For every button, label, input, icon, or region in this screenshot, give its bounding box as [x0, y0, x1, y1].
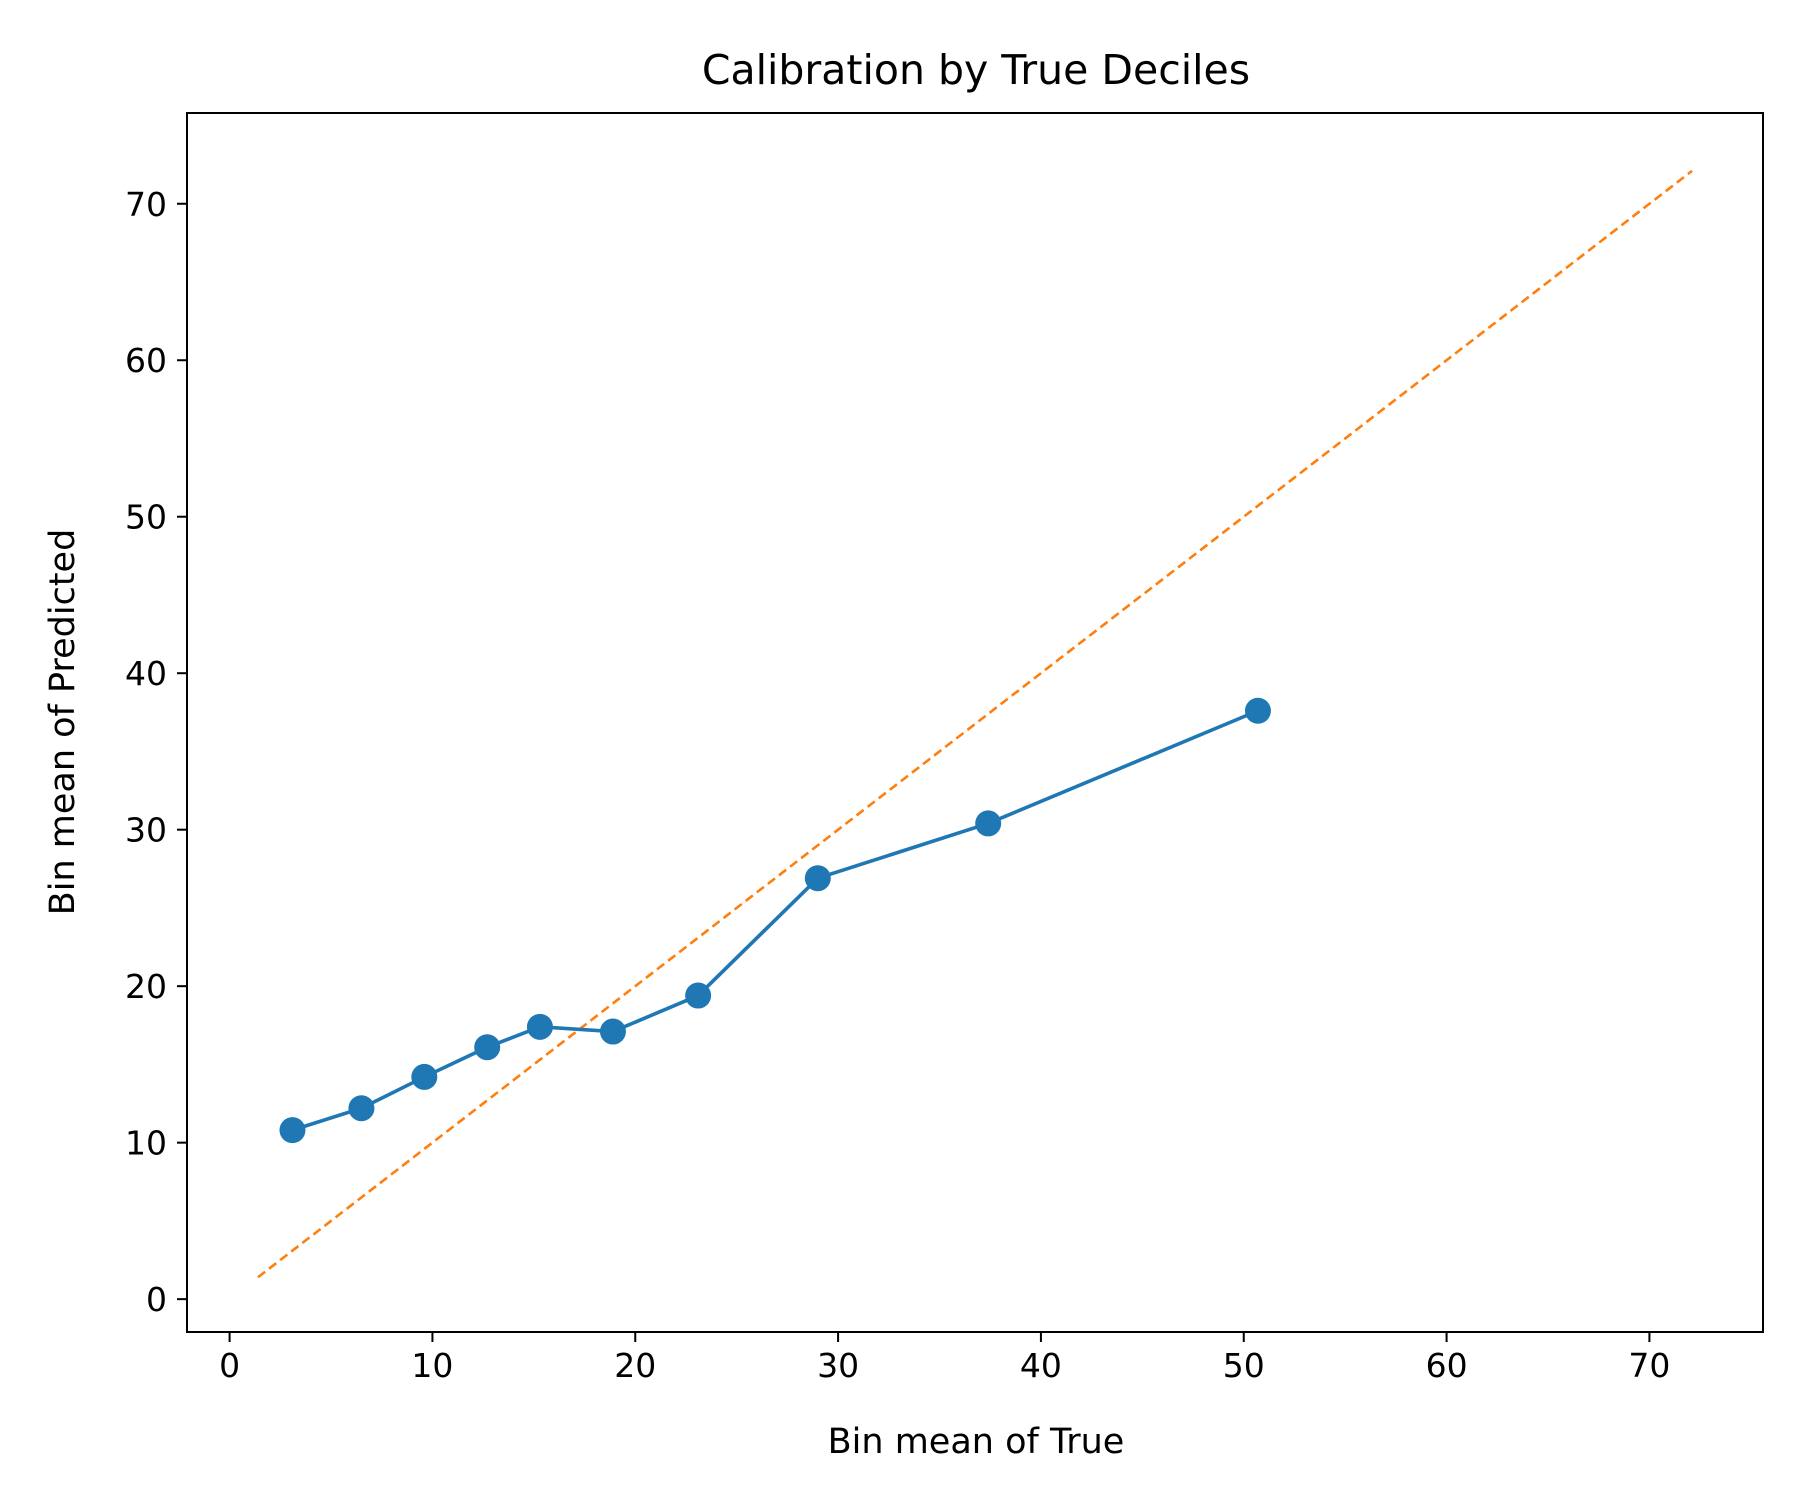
y-tick-label: 10 — [125, 1124, 167, 1163]
reference-line — [257, 169, 1693, 1279]
x-tick-label: 0 — [219, 1346, 240, 1385]
series-point — [599, 1018, 626, 1045]
series-line — [291, 709, 1259, 1132]
x-axis-label: Bin mean of True — [828, 1422, 1125, 1462]
series-point — [804, 865, 831, 892]
x-tick-label: 20 — [614, 1346, 656, 1385]
x-tick-label: 60 — [1426, 1346, 1468, 1385]
x-tick-label: 30 — [817, 1346, 859, 1385]
y-tick-label: 40 — [125, 654, 167, 693]
series-point — [975, 810, 1002, 837]
series-point — [474, 1034, 501, 1061]
y-tick-label: 60 — [125, 341, 167, 380]
y-axis-label: Bin mean of Predicted — [43, 529, 83, 916]
x-tick-label: 40 — [1020, 1346, 1062, 1385]
y-tick-label: 70 — [125, 185, 167, 224]
y-tick-label: 0 — [146, 1280, 167, 1319]
y-tick-label: 50 — [125, 498, 167, 537]
series-point — [348, 1095, 375, 1122]
y-tick-label: 20 — [125, 967, 167, 1006]
plot-frame — [186, 112, 1764, 1333]
chart-title: Calibration by True Deciles — [702, 46, 1250, 94]
series-point — [411, 1063, 438, 1090]
x-tick-label: 50 — [1223, 1346, 1265, 1385]
series-point — [685, 982, 712, 1009]
series-point — [279, 1117, 306, 1144]
series-point — [1244, 697, 1271, 724]
series-point — [526, 1013, 553, 1040]
y-tick-label: 30 — [125, 811, 167, 850]
x-tick-label: 70 — [1628, 1346, 1670, 1385]
axes: 0 10 20 30 40 50 60 70 0 10 20 30 40 50 60 70 — [125, 185, 1670, 1385]
plot-marks — [257, 169, 1693, 1279]
x-tick-label: 10 — [411, 1346, 453, 1385]
